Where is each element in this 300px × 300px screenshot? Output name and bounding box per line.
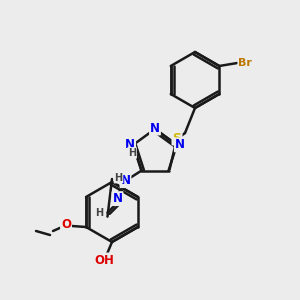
Text: O: O [61, 218, 71, 232]
Text: N: N [150, 122, 160, 134]
Text: H: H [128, 148, 136, 158]
Text: N: N [175, 138, 185, 152]
Text: OH: OH [94, 254, 114, 266]
Text: Br: Br [238, 58, 252, 68]
Text: N: N [121, 174, 130, 187]
Text: S: S [172, 131, 182, 145]
Text: N: N [112, 192, 122, 205]
Text: N: N [125, 138, 135, 152]
Text: H: H [114, 172, 122, 183]
Text: H: H [95, 208, 104, 218]
